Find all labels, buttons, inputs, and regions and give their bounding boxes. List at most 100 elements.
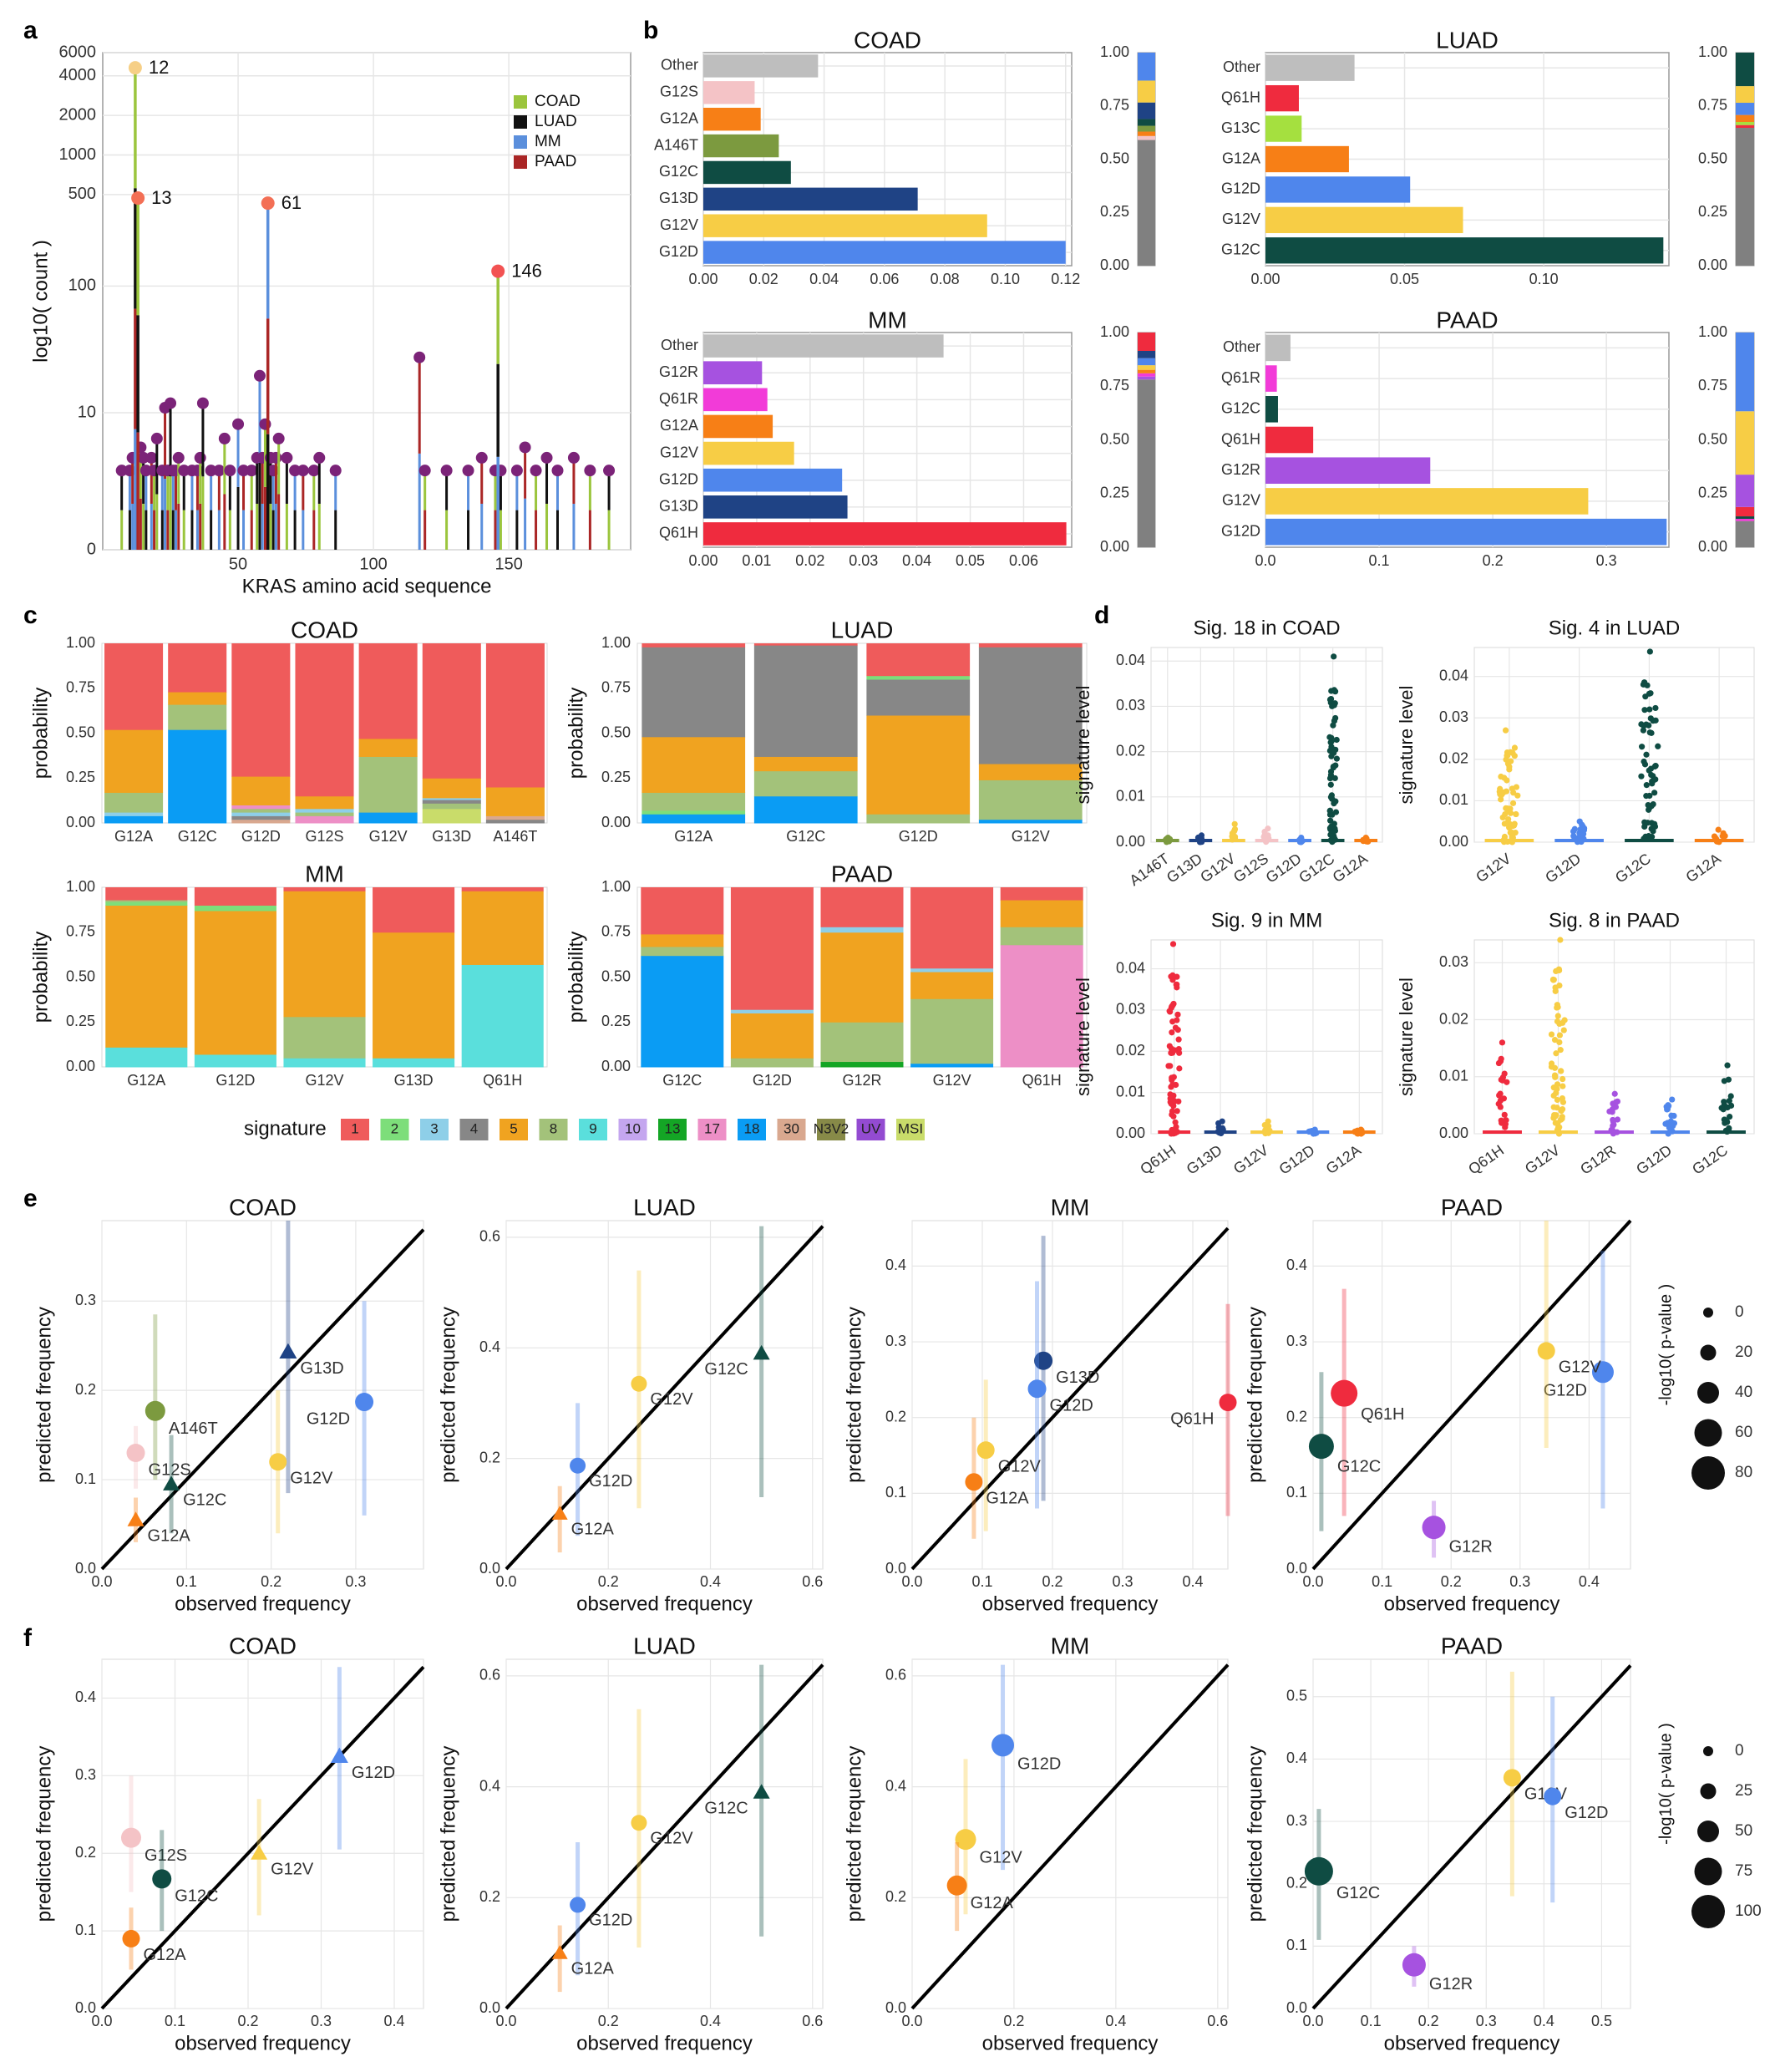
lollipop-head: [196, 397, 209, 409]
scatter-x-tick-label: 0.0: [91, 1573, 112, 1590]
stack-segment-sig-4: [231, 815, 291, 820]
point-g12d: [1591, 1361, 1614, 1384]
stack-strip-segment: [1736, 128, 1754, 266]
stack-segment-sig-9: [373, 1058, 455, 1068]
stack-segment-sig-4: [866, 679, 971, 716]
stack-strip-tick-label: 0.00: [1100, 538, 1129, 555]
point-label: G12D: [1017, 1755, 1061, 1774]
identity-line: [100, 1665, 425, 2010]
scatter-x-tick-label: 0.0: [495, 1573, 516, 1590]
scatter-x-axis-label: observed frequency: [982, 1592, 1159, 1615]
scatter-x-tick-label: 0.4: [1105, 2013, 1126, 2029]
lollipop-head: [603, 465, 616, 477]
scatter-x-axis-label: observed frequency: [1384, 1592, 1560, 1615]
signature-legend-swatch: [658, 1119, 687, 1140]
stack-segment-sig-8: [820, 1022, 904, 1063]
stack-y-axis-label: probability: [565, 932, 587, 1023]
lollipop-head: [191, 465, 204, 477]
lollipop-legend-label: MM: [535, 133, 561, 150]
dot-point-g12v: [1503, 820, 1509, 827]
lollipop-head: [307, 465, 320, 477]
stack-segment-sig-8: [283, 1016, 366, 1059]
bar-category-label: G12S: [660, 84, 698, 100]
dot-point-g12v: [1548, 1031, 1555, 1038]
stack-strip-segment: [1138, 379, 1155, 547]
stack-strip-segment: [1138, 373, 1155, 377]
stack-segment-sig-msi: [422, 808, 481, 824]
dot-point-g12v: [1498, 773, 1504, 780]
dot-baseline-g12v: [1484, 839, 1534, 842]
dot-point-g12v: [1552, 988, 1559, 994]
dot-point-g12c: [1646, 729, 1653, 736]
scatter-y-tick-label: 0.4: [1286, 1750, 1307, 1766]
dot-y-tick-label: 0.01: [1439, 791, 1468, 808]
dot-point-g13d: [1215, 1120, 1222, 1127]
bar-category-label: G12V: [660, 444, 698, 460]
scatter-y-tick-label: 0.3: [1286, 1333, 1307, 1349]
stack-segment-sig-5: [168, 692, 227, 705]
lollipop-head: [194, 451, 206, 464]
point-g12r: [1422, 1516, 1446, 1540]
bar-g12v: [703, 441, 794, 465]
bar-q61h: [1265, 84, 1299, 112]
stack-segment-sig-1: [730, 887, 814, 1010]
stack-category-label: G12C: [662, 1072, 702, 1089]
stack-strip-tick-label: 1.00: [1698, 43, 1727, 60]
lollipop-head: [329, 465, 342, 477]
panel-label-e: e: [23, 1185, 38, 1212]
signature-legend-label: 18: [744, 1120, 760, 1136]
bar-category-label: G12V: [1222, 211, 1260, 227]
dot-point-q61h: [1176, 1065, 1183, 1072]
scatter-y-tick-label: 0.2: [75, 1844, 96, 1861]
lollipop-head: [139, 465, 152, 477]
scatter-y-tick-label: 0.1: [885, 1484, 906, 1501]
stack-segment-sig-9: [105, 1047, 188, 1068]
bar-category-label: G12C: [1221, 241, 1260, 258]
bar-q61r: [703, 388, 768, 412]
stack-category-label: A146T: [493, 828, 537, 845]
scatter-x-tick-label: 0.0: [1302, 1573, 1323, 1590]
signature-legend-swatch: [500, 1119, 528, 1140]
scatter-x-tick-label: 0.6: [1207, 2013, 1228, 2029]
scatter-panel-title: LUAD: [633, 1194, 696, 1220]
dot-point-g12d: [1570, 828, 1577, 835]
bar-other: [1265, 334, 1291, 362]
stack-strip-tick-label: 0.25: [1100, 485, 1129, 501]
signature-legend-label: 10: [625, 1120, 641, 1136]
stack-segment-sig-5: [820, 932, 904, 1023]
dot-point-g12v: [1553, 967, 1559, 975]
lollipop-head: [165, 397, 177, 409]
dot-point-g12c: [1646, 648, 1653, 655]
bar-panel-title: LUAD: [1436, 27, 1499, 53]
scatter-x-tick-label: 0.2: [261, 1573, 281, 1590]
dot-y-tick-label: 0.03: [1439, 708, 1468, 725]
dot-point-g12v: [1558, 1068, 1565, 1074]
scatter-y-tick-label: 0.3: [885, 1333, 906, 1349]
bar-category-label: G13C: [1221, 119, 1260, 136]
scatter-x-tick-label: 0.2: [598, 2013, 619, 2029]
stack-segment-sig-18: [753, 795, 858, 824]
stack-segment-sig-8: [295, 812, 354, 816]
dot-panel-title: Sig. 9 in MM: [1211, 909, 1322, 932]
dot-point-g12v: [1511, 753, 1518, 759]
stack-y-tick-label: 0.00: [601, 1058, 631, 1074]
point-g12s: [121, 1827, 141, 1848]
stack-segment-sig-1: [1000, 887, 1083, 901]
lollipop-head-major: [261, 196, 275, 211]
dot-y-tick-label: 0.00: [1116, 833, 1145, 850]
stack-strip-segment: [1138, 365, 1155, 370]
bar-category-label: G13D: [659, 190, 698, 206]
stack-strip-segment: [1138, 140, 1155, 266]
bar-category-label: G12R: [1221, 461, 1260, 478]
dot-point-q61h: [1174, 1027, 1181, 1033]
panel-label-b: b: [643, 17, 659, 44]
signature-legend-swatch: [856, 1119, 885, 1140]
bar-g12v: [1265, 206, 1463, 234]
point-g12a: [551, 1506, 568, 1520]
dot-point-g12c: [1642, 833, 1649, 840]
dot-category-label: Q61H: [1465, 1141, 1507, 1177]
scatter-y-tick-label: 0.6: [479, 1667, 500, 1684]
size-legend-title: -log10( p-value ): [1656, 1723, 1675, 1845]
dot-point-q61h: [1169, 1111, 1175, 1118]
stack-strip-tick-label: 1.00: [1698, 323, 1727, 340]
